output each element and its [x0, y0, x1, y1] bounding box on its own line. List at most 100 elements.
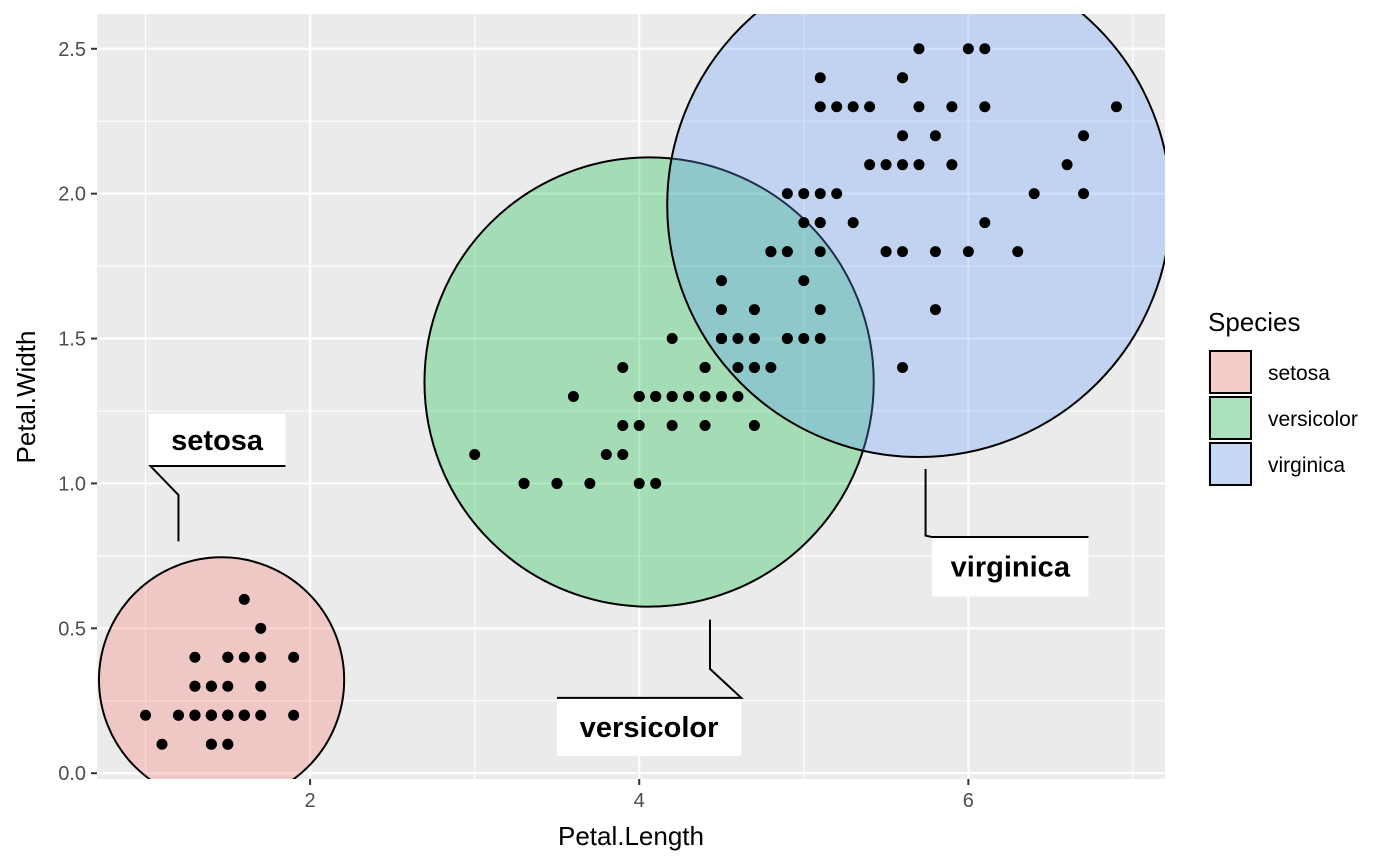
point-virginica [1078, 130, 1090, 142]
point-virginica [781, 246, 793, 258]
group-circles [98, 14, 1165, 779]
point-virginica [1078, 188, 1090, 200]
point-versicolor [633, 477, 645, 489]
point-versicolor [617, 448, 629, 460]
y-axis-title: Petal.Width [11, 331, 41, 464]
point-setosa [222, 651, 234, 663]
circle-setosa [98, 556, 346, 779]
data-points [140, 43, 1122, 750]
point-virginica [716, 275, 728, 287]
point-setosa [189, 709, 201, 721]
point-setosa [238, 593, 250, 605]
point-versicolor [732, 333, 744, 345]
point-virginica [913, 43, 925, 55]
point-versicolor [798, 275, 810, 287]
legend-label-setosa: setosa [1268, 362, 1330, 385]
point-versicolor [584, 477, 596, 489]
point-virginica [1061, 159, 1073, 171]
point-versicolor [765, 362, 777, 374]
point-virginica [897, 246, 909, 258]
point-virginica [880, 159, 892, 171]
point-virginica [1110, 101, 1122, 113]
point-setosa [205, 709, 217, 721]
point-virginica [979, 101, 991, 113]
point-virginica [962, 246, 974, 258]
point-virginica [831, 188, 843, 200]
point-versicolor [650, 391, 662, 402]
point-versicolor [617, 362, 629, 374]
point-virginica [929, 304, 941, 316]
x-tick-label: 2 [305, 790, 316, 812]
point-virginica [814, 72, 826, 84]
point-versicolor [683, 391, 695, 402]
point-versicolor [600, 448, 612, 460]
point-versicolor [518, 477, 530, 489]
point-virginica [1028, 188, 1040, 200]
point-setosa [156, 738, 168, 750]
annotation-box-setosa [148, 413, 286, 467]
annotation-leader-virginica [924, 468, 1089, 539]
point-virginica [847, 217, 859, 229]
point-virginica [880, 246, 892, 258]
point-virginica [814, 217, 826, 229]
point-setosa [255, 680, 267, 692]
point-setosa [255, 622, 267, 634]
point-virginica [913, 101, 925, 113]
legend-key-setosa [1208, 350, 1252, 394]
point-setosa [189, 651, 201, 663]
y-tick-label: 2.0 [58, 184, 86, 206]
point-versicolor [699, 419, 711, 431]
x-tick-label: 6 [963, 790, 974, 812]
point-versicolor [567, 391, 579, 402]
point-setosa [238, 651, 250, 663]
point-virginica [962, 43, 974, 55]
point-setosa [255, 709, 267, 721]
axes: 2 4 6 0.0 0.5 1.0 1.5 2.0 2.5 [58, 39, 974, 812]
point-setosa [238, 709, 250, 721]
annotation-box-virginica [932, 537, 1089, 597]
point-versicolor [732, 391, 744, 402]
point-setosa [189, 680, 201, 692]
point-virginica [897, 362, 909, 374]
point-versicolor [666, 333, 678, 345]
point-setosa [205, 738, 217, 750]
point-versicolor [781, 333, 793, 345]
point-virginica [798, 333, 810, 345]
point-virginica [814, 188, 826, 200]
point-versicolor [666, 391, 678, 402]
point-setosa [172, 709, 184, 721]
legend-key-virginica [1208, 442, 1252, 486]
point-virginica [814, 246, 826, 258]
legend-swatch-versicolor [1209, 396, 1252, 440]
annotations: setosa versicolor virginica [148, 413, 1089, 756]
point-versicolor [666, 419, 678, 431]
point-virginica [979, 217, 991, 229]
point-virginica [847, 101, 859, 113]
point-virginica [798, 188, 810, 200]
annotation-label-virginica: virginica [951, 552, 1071, 584]
point-versicolor [732, 362, 744, 374]
point-virginica [781, 188, 793, 200]
point-setosa [205, 680, 217, 692]
point-virginica [831, 101, 843, 113]
point-versicolor [469, 448, 481, 460]
legend-key-versicolor [1208, 396, 1252, 440]
legend-title: Species [1208, 307, 1301, 337]
annotation-label-versicolor: versicolor [580, 712, 719, 744]
y-tick-label: 0.5 [58, 618, 86, 640]
legend-label-virginica: virginica [1268, 454, 1345, 477]
point-virginica [765, 246, 777, 258]
point-setosa [222, 738, 234, 750]
point-setosa [255, 651, 267, 663]
point-versicolor [633, 391, 645, 402]
x-axis-title: Petal.Length [558, 821, 704, 851]
point-virginica [979, 43, 991, 55]
point-setosa [140, 709, 152, 721]
point-versicolor [699, 362, 711, 374]
point-virginica [946, 101, 958, 113]
point-virginica [1012, 246, 1024, 258]
point-virginica [814, 333, 826, 345]
point-virginica [798, 217, 810, 229]
point-versicolor [748, 304, 760, 316]
point-virginica [897, 130, 909, 142]
